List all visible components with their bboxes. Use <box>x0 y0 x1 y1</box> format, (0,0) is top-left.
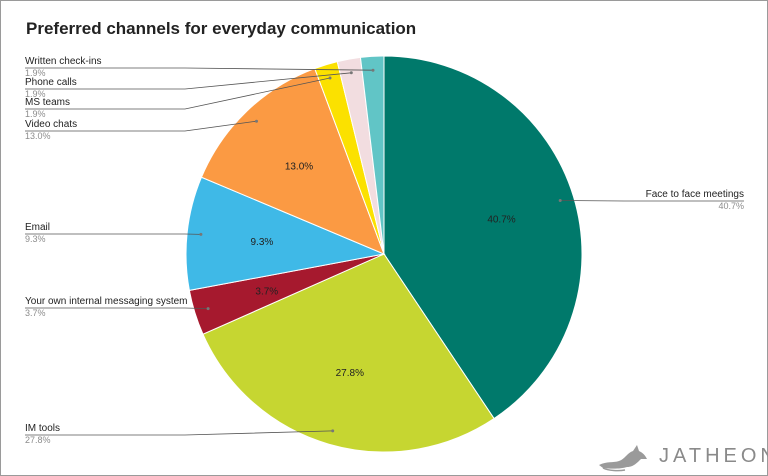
callout-label-email: Email <box>25 222 50 233</box>
callout-dot-im-tools <box>331 429 335 433</box>
callout-label-ms-teams: MS teams <box>25 97 70 108</box>
callout-value-email: 9.3% <box>25 234 46 244</box>
callout-label-video-chats: Video chats <box>25 119 77 130</box>
pie-slice-written-check-ins <box>359 55 385 255</box>
callout-dot-face-to-face-meetings <box>558 199 562 202</box>
callout-label-face-to-face-meetings: Face to face meetings <box>646 189 744 200</box>
callout-line-your-own-internal-messaging-system <box>25 307 209 309</box>
pie-slice-im-tools <box>202 253 495 453</box>
callout-label-your-own-internal-messaging-system: Your own internal messaging system <box>25 296 188 307</box>
callout-dot-written-check-ins <box>371 68 375 72</box>
callout-line-written-check-ins <box>25 67 374 71</box>
callout-value-phone-calls: 1.9% <box>25 89 46 99</box>
callout-value-im-tools: 27.8% <box>25 435 51 445</box>
pie-slices <box>185 55 583 453</box>
callout-dot-your-own-internal-messaging-system <box>206 307 210 311</box>
inner-label-face-to-face-meetings: 40.7% <box>487 214 515 225</box>
callout-dot-video-chats <box>255 119 258 123</box>
callout-value-ms-teams: 1.9% <box>25 109 46 119</box>
callout-line-phone-calls <box>25 72 352 90</box>
pie-inner-labels: 40.7% 27.8% 3.7% 9.3% 13.0% <box>251 161 516 379</box>
inner-label-video-chats: 13.0% <box>285 161 313 172</box>
callout-line-face-to-face-meetings <box>560 200 744 202</box>
inner-label-your-own-internal-messaging-system: 3.7% <box>255 286 278 297</box>
callout-line-ms-teams <box>25 77 331 110</box>
pie-slice-video-chats <box>200 67 385 255</box>
callout-value-video-chats: 13.0% <box>25 131 51 141</box>
callout-label-phone-calls: Phone calls <box>25 77 77 88</box>
pie-slice-email <box>185 176 386 292</box>
callout-label-im-tools: IM tools <box>25 423 60 434</box>
callout-dot-phone-calls <box>349 71 353 75</box>
callout-line-im-tools <box>25 430 333 436</box>
callout-value-your-own-internal-messaging-system: 3.7% <box>25 308 46 318</box>
callout-value-written-check-ins: 1.9% <box>25 68 46 78</box>
callout-line-video-chats <box>25 120 257 132</box>
callout-label-written-check-ins: Written check-ins <box>25 56 102 67</box>
jatheon-logo: JATHEON <box>597 441 768 473</box>
chart-title: Preferred channels for everyday communic… <box>26 19 417 38</box>
callout-value-face-to-face-meetings: 40.7% <box>718 201 744 211</box>
fox-logo-icon <box>599 445 647 472</box>
callout-dot-email <box>199 232 203 236</box>
callout-dot-ms-teams <box>328 76 332 80</box>
inner-label-email: 9.3% <box>251 237 274 248</box>
logo-wordmark: JATHEON <box>659 445 768 467</box>
inner-label-im-tools: 27.8% <box>336 368 364 379</box>
